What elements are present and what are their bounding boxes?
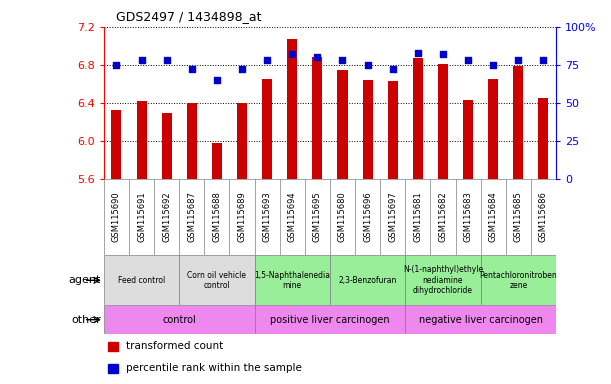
Bar [488,79,498,179]
Bar [104,255,179,305]
Text: GSM115682: GSM115682 [439,192,447,242]
Point [287,51,297,57]
Point [463,57,473,63]
Bar [255,255,330,305]
Bar [187,103,197,179]
Text: GSM115688: GSM115688 [213,192,221,242]
Bar [255,305,405,334]
Point [237,66,247,73]
Point [488,62,498,68]
Bar [179,255,255,305]
Point [212,77,222,83]
Text: 1,5-Naphthalenedia
mine: 1,5-Naphthalenedia mine [254,271,331,290]
Text: GSM115689: GSM115689 [238,192,246,242]
Bar [405,255,481,305]
Text: GSM115693: GSM115693 [263,192,272,242]
Point [438,51,448,57]
Point [262,57,272,63]
Bar [330,255,405,305]
Bar [237,103,247,179]
Point [363,62,373,68]
Bar [136,101,147,179]
Point [162,57,172,63]
Bar [212,144,222,179]
Text: GSM115683: GSM115683 [464,192,472,242]
Text: negative liver carcinogen: negative liver carcinogen [419,314,543,325]
Point [338,57,348,63]
Text: percentile rank within the sample: percentile rank within the sample [126,363,301,373]
Bar [162,113,172,179]
Text: GDS2497 / 1434898_at: GDS2497 / 1434898_at [116,10,262,23]
Bar [108,364,119,373]
Text: Feed control: Feed control [118,276,165,285]
Text: agent: agent [68,275,101,285]
Bar [262,79,272,179]
Bar [312,57,323,179]
Bar [481,255,556,305]
Text: GSM115686: GSM115686 [539,192,548,242]
Text: GSM115697: GSM115697 [388,192,397,242]
Text: Pentachloronitroben
zene: Pentachloronitroben zene [480,271,557,290]
Bar [513,66,524,179]
Bar [111,110,122,179]
Bar [438,64,448,179]
Text: control: control [163,314,196,325]
Point [312,54,322,60]
Text: transformed count: transformed count [126,341,223,351]
Text: GSM115692: GSM115692 [162,192,171,242]
Text: GSM115685: GSM115685 [514,192,523,242]
Bar [362,80,373,179]
Text: GSM115694: GSM115694 [288,192,297,242]
Bar [337,70,348,179]
Bar [287,39,298,179]
Bar [405,305,556,334]
Point [187,66,197,73]
Point [413,50,423,56]
Text: positive liver carcinogen: positive liver carcinogen [270,314,390,325]
Text: GSM115681: GSM115681 [414,192,422,242]
Bar [104,305,255,334]
Bar [463,100,473,179]
Text: GSM115680: GSM115680 [338,192,347,242]
Text: GSM115696: GSM115696 [363,192,372,242]
Text: GSM115695: GSM115695 [313,192,322,242]
Bar [108,342,119,351]
Text: GSM115687: GSM115687 [188,192,196,242]
Text: N-(1-naphthyl)ethyle
nediamine
dihydrochloride: N-(1-naphthyl)ethyle nediamine dihydroch… [403,265,483,295]
Point [137,57,147,63]
Point [112,62,122,68]
Text: GSM115690: GSM115690 [112,192,121,242]
Point [513,57,523,63]
Text: Corn oil vehicle
control: Corn oil vehicle control [188,271,246,290]
Text: GSM115691: GSM115691 [137,192,146,242]
Point [388,66,398,73]
Text: 2,3-Benzofuran: 2,3-Benzofuran [338,276,397,285]
Text: GSM115684: GSM115684 [489,192,498,242]
Bar [538,98,549,179]
Bar [413,58,423,179]
Text: other: other [71,314,101,325]
Point [538,57,548,63]
Bar [388,81,398,179]
